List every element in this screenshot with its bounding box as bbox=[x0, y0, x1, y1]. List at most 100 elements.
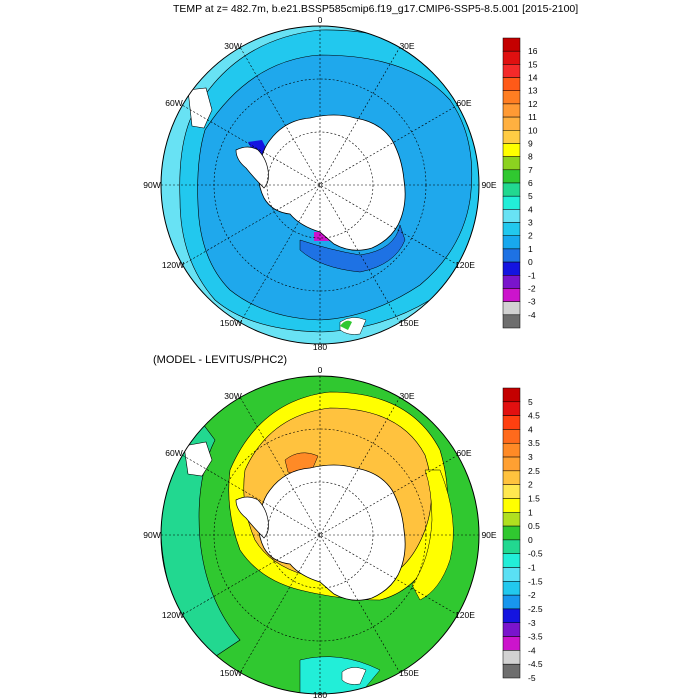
bottom-colorbar-label: 1 bbox=[528, 507, 533, 517]
top-colorbar-box bbox=[502, 235, 521, 250]
top-lon-label-150e: 150E bbox=[399, 318, 419, 328]
top-colorbar-label: 1 bbox=[528, 244, 533, 254]
top-colorbar-box bbox=[502, 130, 521, 144]
bottom-colorbar-box bbox=[502, 401, 521, 416]
top-colorbar-box bbox=[502, 143, 521, 157]
bottom-colorbar-box bbox=[502, 581, 521, 596]
top-colorbar-box bbox=[502, 37, 521, 52]
bottom-lon-label-0: 0 bbox=[318, 365, 323, 375]
top-colorbar-box bbox=[502, 103, 521, 118]
bottom-lon-label-60w: 60W bbox=[165, 448, 182, 458]
top-lon-label-120w: 120W bbox=[162, 260, 184, 270]
top-colorbar-box bbox=[502, 77, 521, 91]
bottom-colorbar-label: 4 bbox=[528, 424, 533, 434]
bottom-graticule bbox=[161, 376, 479, 694]
bottom-colorbar-box bbox=[502, 429, 521, 444]
top-colorbar-box bbox=[502, 182, 521, 197]
bottom-lon-label-30w: 30W bbox=[224, 391, 241, 401]
top-lon-label-60e: 60E bbox=[456, 98, 471, 108]
top-colorbar-box bbox=[502, 275, 521, 289]
bottom-lon-label-90e: 90E bbox=[481, 530, 496, 540]
top-colorbar-label: 7 bbox=[528, 165, 533, 175]
bottom-antarctica bbox=[258, 464, 406, 601]
bottom-colorbar-box bbox=[502, 387, 521, 403]
top-antarctic-peninsula bbox=[235, 146, 269, 189]
top-colorbar-label: -1 bbox=[528, 270, 536, 280]
bottom-colorbar-box bbox=[502, 442, 521, 458]
top-colorbar-box bbox=[502, 248, 521, 263]
bottom-colorbar-label: 2 bbox=[528, 480, 533, 490]
top-lon-label-60w: 60W bbox=[165, 98, 182, 108]
top-colorbar-label: 13 bbox=[528, 86, 538, 96]
top-colorbar-label: 10 bbox=[528, 125, 538, 135]
top-lon-label-90e: 90E bbox=[481, 180, 496, 190]
bottom-colorbar-box bbox=[502, 484, 521, 499]
top-colorbar-box bbox=[502, 64, 521, 78]
top-colorbar-label: 3 bbox=[528, 218, 533, 228]
bottom-colorbar-box bbox=[502, 553, 521, 568]
top-colorbar-label: 16 bbox=[528, 46, 538, 56]
bottom-colorbar-label: -1 bbox=[528, 563, 536, 573]
top-colorbar-box bbox=[502, 90, 521, 105]
top-colorbar-label: 9 bbox=[528, 138, 533, 148]
bottom-colorbar-label: -5 bbox=[528, 673, 536, 683]
bottom-lon-label-120w: 120W bbox=[162, 610, 184, 620]
bottom-colorbar-box bbox=[502, 525, 521, 541]
top-south-america-tip bbox=[187, 87, 213, 129]
top-colorbar-label: 8 bbox=[528, 152, 533, 162]
bottom-colorbar: 5 4.5 4 3.5 3 2.5 2 1.5 1 0.5 0 -0.5 -1 -1.5 -2 -2.5 -3 -… bbox=[502, 387, 543, 683]
bottom-antarctic-peninsula bbox=[235, 496, 269, 539]
top-colorbar-label: 14 bbox=[528, 73, 538, 83]
bottom-colorbar-label: -3 bbox=[528, 618, 536, 628]
bottom-polar-map: 0 30E 60E 90E 120E 150E 180 150W 120W 90… bbox=[143, 365, 543, 700]
top-colorbar-box bbox=[502, 50, 521, 65]
bottom-colorbar-box bbox=[502, 415, 521, 430]
top-colorbar-box bbox=[502, 169, 521, 184]
bottom-colorbar-label: 3 bbox=[528, 452, 533, 462]
bottom-map-boundary bbox=[160, 375, 480, 695]
top-colorbar-label: 4 bbox=[528, 204, 533, 214]
bottom-colorbar-box bbox=[502, 594, 521, 610]
top-colorbar-box bbox=[502, 301, 521, 316]
bottom-colorbar-label: 1.5 bbox=[528, 493, 540, 503]
top-graticule bbox=[161, 26, 479, 344]
top-colorbar-box bbox=[502, 314, 521, 329]
bottom-colorbar-label: 0.5 bbox=[528, 521, 540, 531]
bottom-yellow-east-band bbox=[411, 469, 454, 601]
figure-title: TEMP at z= 482.7m, b.e21.BSSP585cmip6.f1… bbox=[173, 3, 579, 15]
bottom-colorbar-box bbox=[502, 567, 521, 582]
top-colorbar-box bbox=[502, 209, 521, 223]
bottom-south-america-tip bbox=[183, 441, 213, 477]
top-lon-label-90w: 90W bbox=[143, 180, 160, 190]
bottom-lon-label-150w: 150W bbox=[220, 668, 242, 678]
top-colorbar-box bbox=[502, 116, 521, 131]
bottom-new-zealand-patch bbox=[341, 667, 367, 685]
top-colorbar-box bbox=[502, 156, 521, 171]
bottom-colorbar-label: -4.5 bbox=[528, 659, 543, 669]
top-colorbar-box bbox=[502, 195, 521, 210]
top-map-boundary bbox=[160, 25, 480, 345]
top-lon-label-150w: 150W bbox=[220, 318, 242, 328]
bottom-lon-label-120e: 120E bbox=[455, 610, 475, 620]
top-longitude-labels: 0 30E 60E 90E 120E 150E 180 150W 120W 90… bbox=[143, 15, 497, 352]
bottom-colorbar-box bbox=[502, 512, 521, 527]
top-lon-label-0: 0 bbox=[318, 15, 323, 25]
bottom-lon-label-90w: 90W bbox=[143, 530, 160, 540]
top-lon-label-120e: 120E bbox=[455, 260, 475, 270]
bottom-colorbar-box bbox=[502, 636, 521, 651]
bottom-colorbar-label: 2.5 bbox=[528, 466, 540, 476]
top-lon-label-30e: 30E bbox=[399, 41, 414, 51]
top-colorbar-label: 11 bbox=[528, 112, 537, 122]
top-magenta-patch bbox=[314, 232, 334, 241]
bottom-colorbar-box bbox=[502, 470, 521, 485]
bottom-colorbar-box bbox=[502, 498, 521, 513]
bottom-colorbar-label: 4.5 bbox=[528, 411, 540, 421]
top-colorbar-box bbox=[502, 288, 521, 302]
top-lon-label-30w: 30W bbox=[224, 41, 241, 51]
bottom-colorbar-label: -1.5 bbox=[528, 576, 543, 586]
bottom-lon-label-180: 180 bbox=[313, 690, 327, 700]
top-antarctica bbox=[258, 114, 406, 251]
